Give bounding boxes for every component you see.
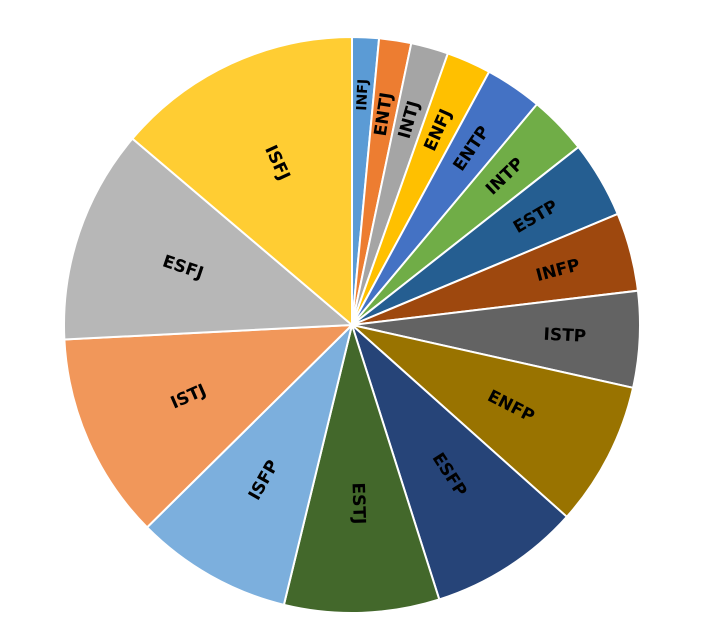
pie-slice-enfp: [348, 323, 635, 519]
pie-label-estj: ESTJ: [347, 482, 368, 524]
pie-slice-isfp: [145, 321, 354, 607]
pie-slice-estj: [282, 321, 441, 614]
pie-label-infj: INFJ: [354, 79, 371, 111]
pie-slices: [63, 35, 641, 614]
pie-slice-istj: [63, 323, 355, 529]
pie-slice-esfp: [349, 321, 569, 601]
pie-label-istp: ISTP: [543, 325, 587, 347]
pie-slice-esfj: [63, 137, 355, 341]
pie-slice-isfj: [131, 35, 353, 328]
